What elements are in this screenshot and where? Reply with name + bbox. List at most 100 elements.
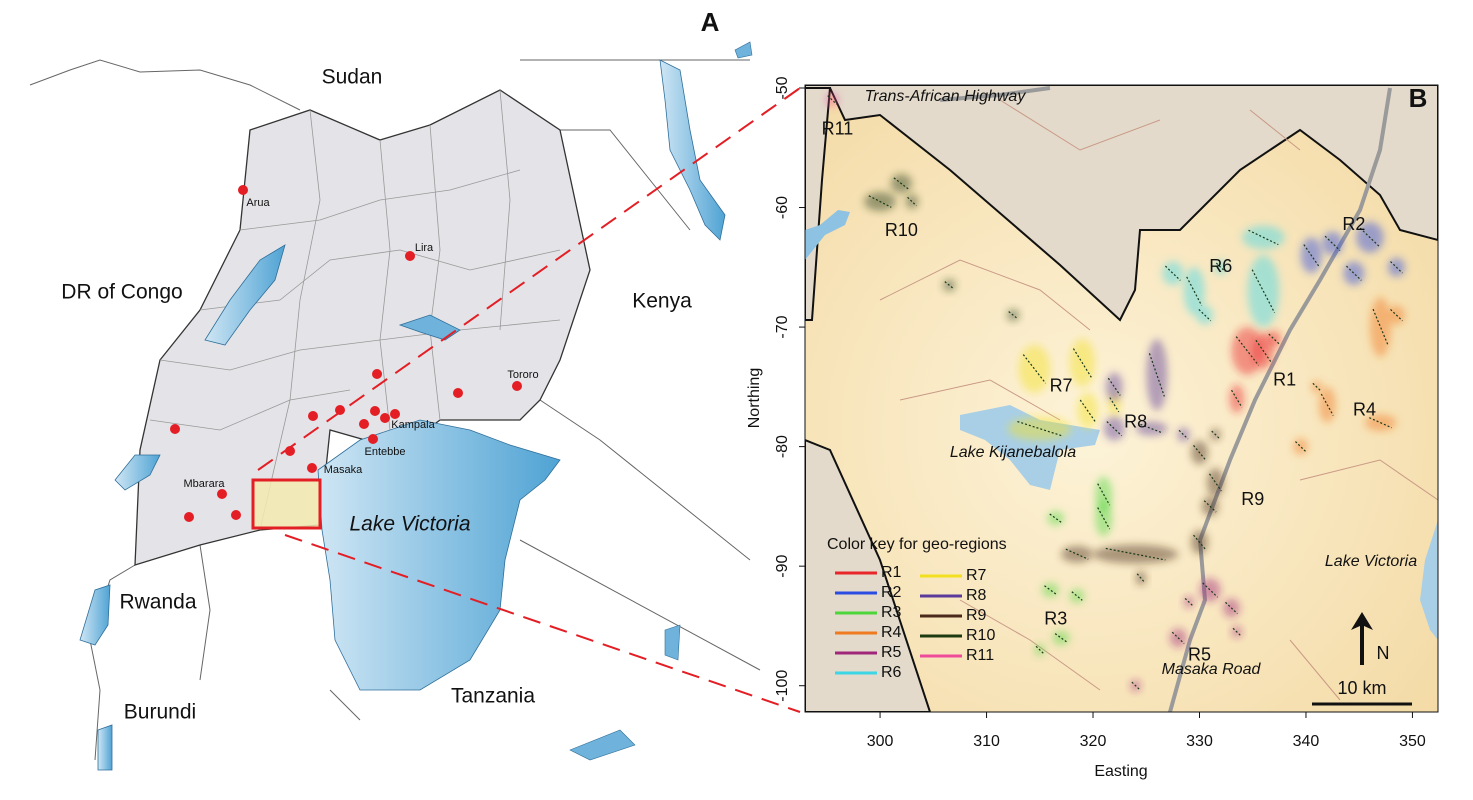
sample-trace xyxy=(1320,393,1334,416)
legend-entry: R4 xyxy=(881,624,902,641)
lake-albert xyxy=(204,244,286,346)
region-label: R5 xyxy=(1188,645,1211,665)
country-label: Rwanda xyxy=(119,591,196,614)
region-label: R6 xyxy=(1209,256,1232,276)
legend-entry: R2 xyxy=(881,584,902,601)
sample-trace xyxy=(1065,548,1089,560)
sample-trace xyxy=(1268,333,1280,345)
legend-title: Color key for geo-regions xyxy=(827,536,1007,553)
country-label: Sudan xyxy=(322,66,383,89)
city-dot xyxy=(308,411,318,421)
region-label: R10 xyxy=(885,220,918,240)
legend-entry: R8 xyxy=(966,587,987,604)
city-dot xyxy=(238,185,248,195)
legend-entry: R5 xyxy=(881,644,902,661)
outside-area xyxy=(805,85,1438,322)
region-halo xyxy=(1146,339,1168,411)
legend-entry: R10 xyxy=(966,627,995,644)
sample-trace xyxy=(1049,513,1063,524)
city-dot xyxy=(512,381,522,391)
region-halo xyxy=(1105,372,1123,402)
small-lakes xyxy=(569,41,753,761)
panel-label: A xyxy=(701,7,720,37)
panel-label: B xyxy=(1409,83,1428,113)
scale-label: 10 km xyxy=(1337,678,1386,698)
city-dot xyxy=(370,406,380,416)
lake-turkana xyxy=(659,59,726,241)
x-tick-label: 320 xyxy=(1080,733,1107,750)
study-area-box xyxy=(251,478,322,530)
zoom-lines xyxy=(257,87,801,713)
sample-trace xyxy=(1109,397,1120,413)
y-tick-label: -50 xyxy=(774,76,791,99)
region-halo xyxy=(1007,416,1072,441)
city-dot xyxy=(335,405,345,415)
city-dot xyxy=(307,463,317,473)
y-tick-label: -80 xyxy=(774,435,791,458)
legend-entry: R6 xyxy=(881,664,902,681)
north-arrow xyxy=(1351,612,1373,665)
legend-entry: R7 xyxy=(966,567,987,584)
region-label: R11 xyxy=(822,119,854,139)
lake-kivu xyxy=(79,584,111,646)
country-label: DR of Congo xyxy=(61,281,182,304)
city-dot xyxy=(170,424,180,434)
y-tick-label: -90 xyxy=(774,554,791,577)
city-dot xyxy=(359,419,369,429)
y-tick-label: -70 xyxy=(774,315,791,338)
sample-trace xyxy=(1193,445,1206,461)
sample-trace xyxy=(1255,339,1272,363)
place-label: Trans-African Highway xyxy=(865,88,1027,105)
region-label: R7 xyxy=(1050,376,1073,396)
sample-trace xyxy=(1203,500,1217,513)
sample-trace xyxy=(1131,681,1140,690)
sample-trace xyxy=(1390,261,1403,274)
legend-entry: R9 xyxy=(966,607,987,624)
region-halo xyxy=(1041,582,1059,598)
city-dots xyxy=(170,185,522,522)
region-label: R4 xyxy=(1353,400,1376,420)
region-halo xyxy=(1266,330,1282,348)
region-label: R2 xyxy=(1342,214,1365,234)
x-axis-label: Easting xyxy=(1094,763,1147,780)
city-dot xyxy=(372,369,382,379)
sample-trace xyxy=(1211,430,1220,439)
city-label: Mbarara xyxy=(184,478,226,490)
sample-trace xyxy=(1209,473,1222,492)
lake-victoria-a xyxy=(317,419,561,691)
legend-entry: R3 xyxy=(881,604,902,621)
sample-trace xyxy=(1346,265,1362,281)
city-dot xyxy=(390,409,400,419)
y-tick-label: -60 xyxy=(774,196,791,219)
plot-frame xyxy=(804,84,1439,713)
map-b xyxy=(805,85,1438,712)
region-halo xyxy=(1052,630,1070,646)
region-halo xyxy=(1199,578,1221,603)
region-halo xyxy=(1343,261,1365,286)
sample-trace xyxy=(868,195,892,208)
x-tick-label: 310 xyxy=(973,733,1000,750)
lake-kyoga xyxy=(398,314,461,341)
legend-entry: R1 xyxy=(881,564,902,581)
sample-trace xyxy=(1225,601,1238,615)
region-label: R1 xyxy=(1273,370,1296,390)
region-halo xyxy=(905,194,919,209)
sample-trace xyxy=(1035,645,1044,654)
sample-trace xyxy=(1171,631,1185,645)
panel-a: A Sudan DR of Congo Kenya Rwanda Burundi… xyxy=(29,7,801,771)
sample-trace xyxy=(1008,311,1019,320)
sample-trace xyxy=(1390,308,1403,322)
x-tick-label: 330 xyxy=(1186,733,1213,750)
outside-area xyxy=(805,87,832,321)
sample-trace xyxy=(1044,585,1057,595)
city-dot xyxy=(453,388,463,398)
sample-trace xyxy=(1248,229,1279,246)
sample-trace xyxy=(893,177,910,190)
region-halo xyxy=(1093,544,1179,564)
city-dot xyxy=(285,446,295,456)
x-tick-label: 340 xyxy=(1293,733,1320,750)
region-halo xyxy=(1229,384,1245,414)
legend-entry: R11 xyxy=(966,647,994,664)
sample-trace xyxy=(1107,377,1121,396)
